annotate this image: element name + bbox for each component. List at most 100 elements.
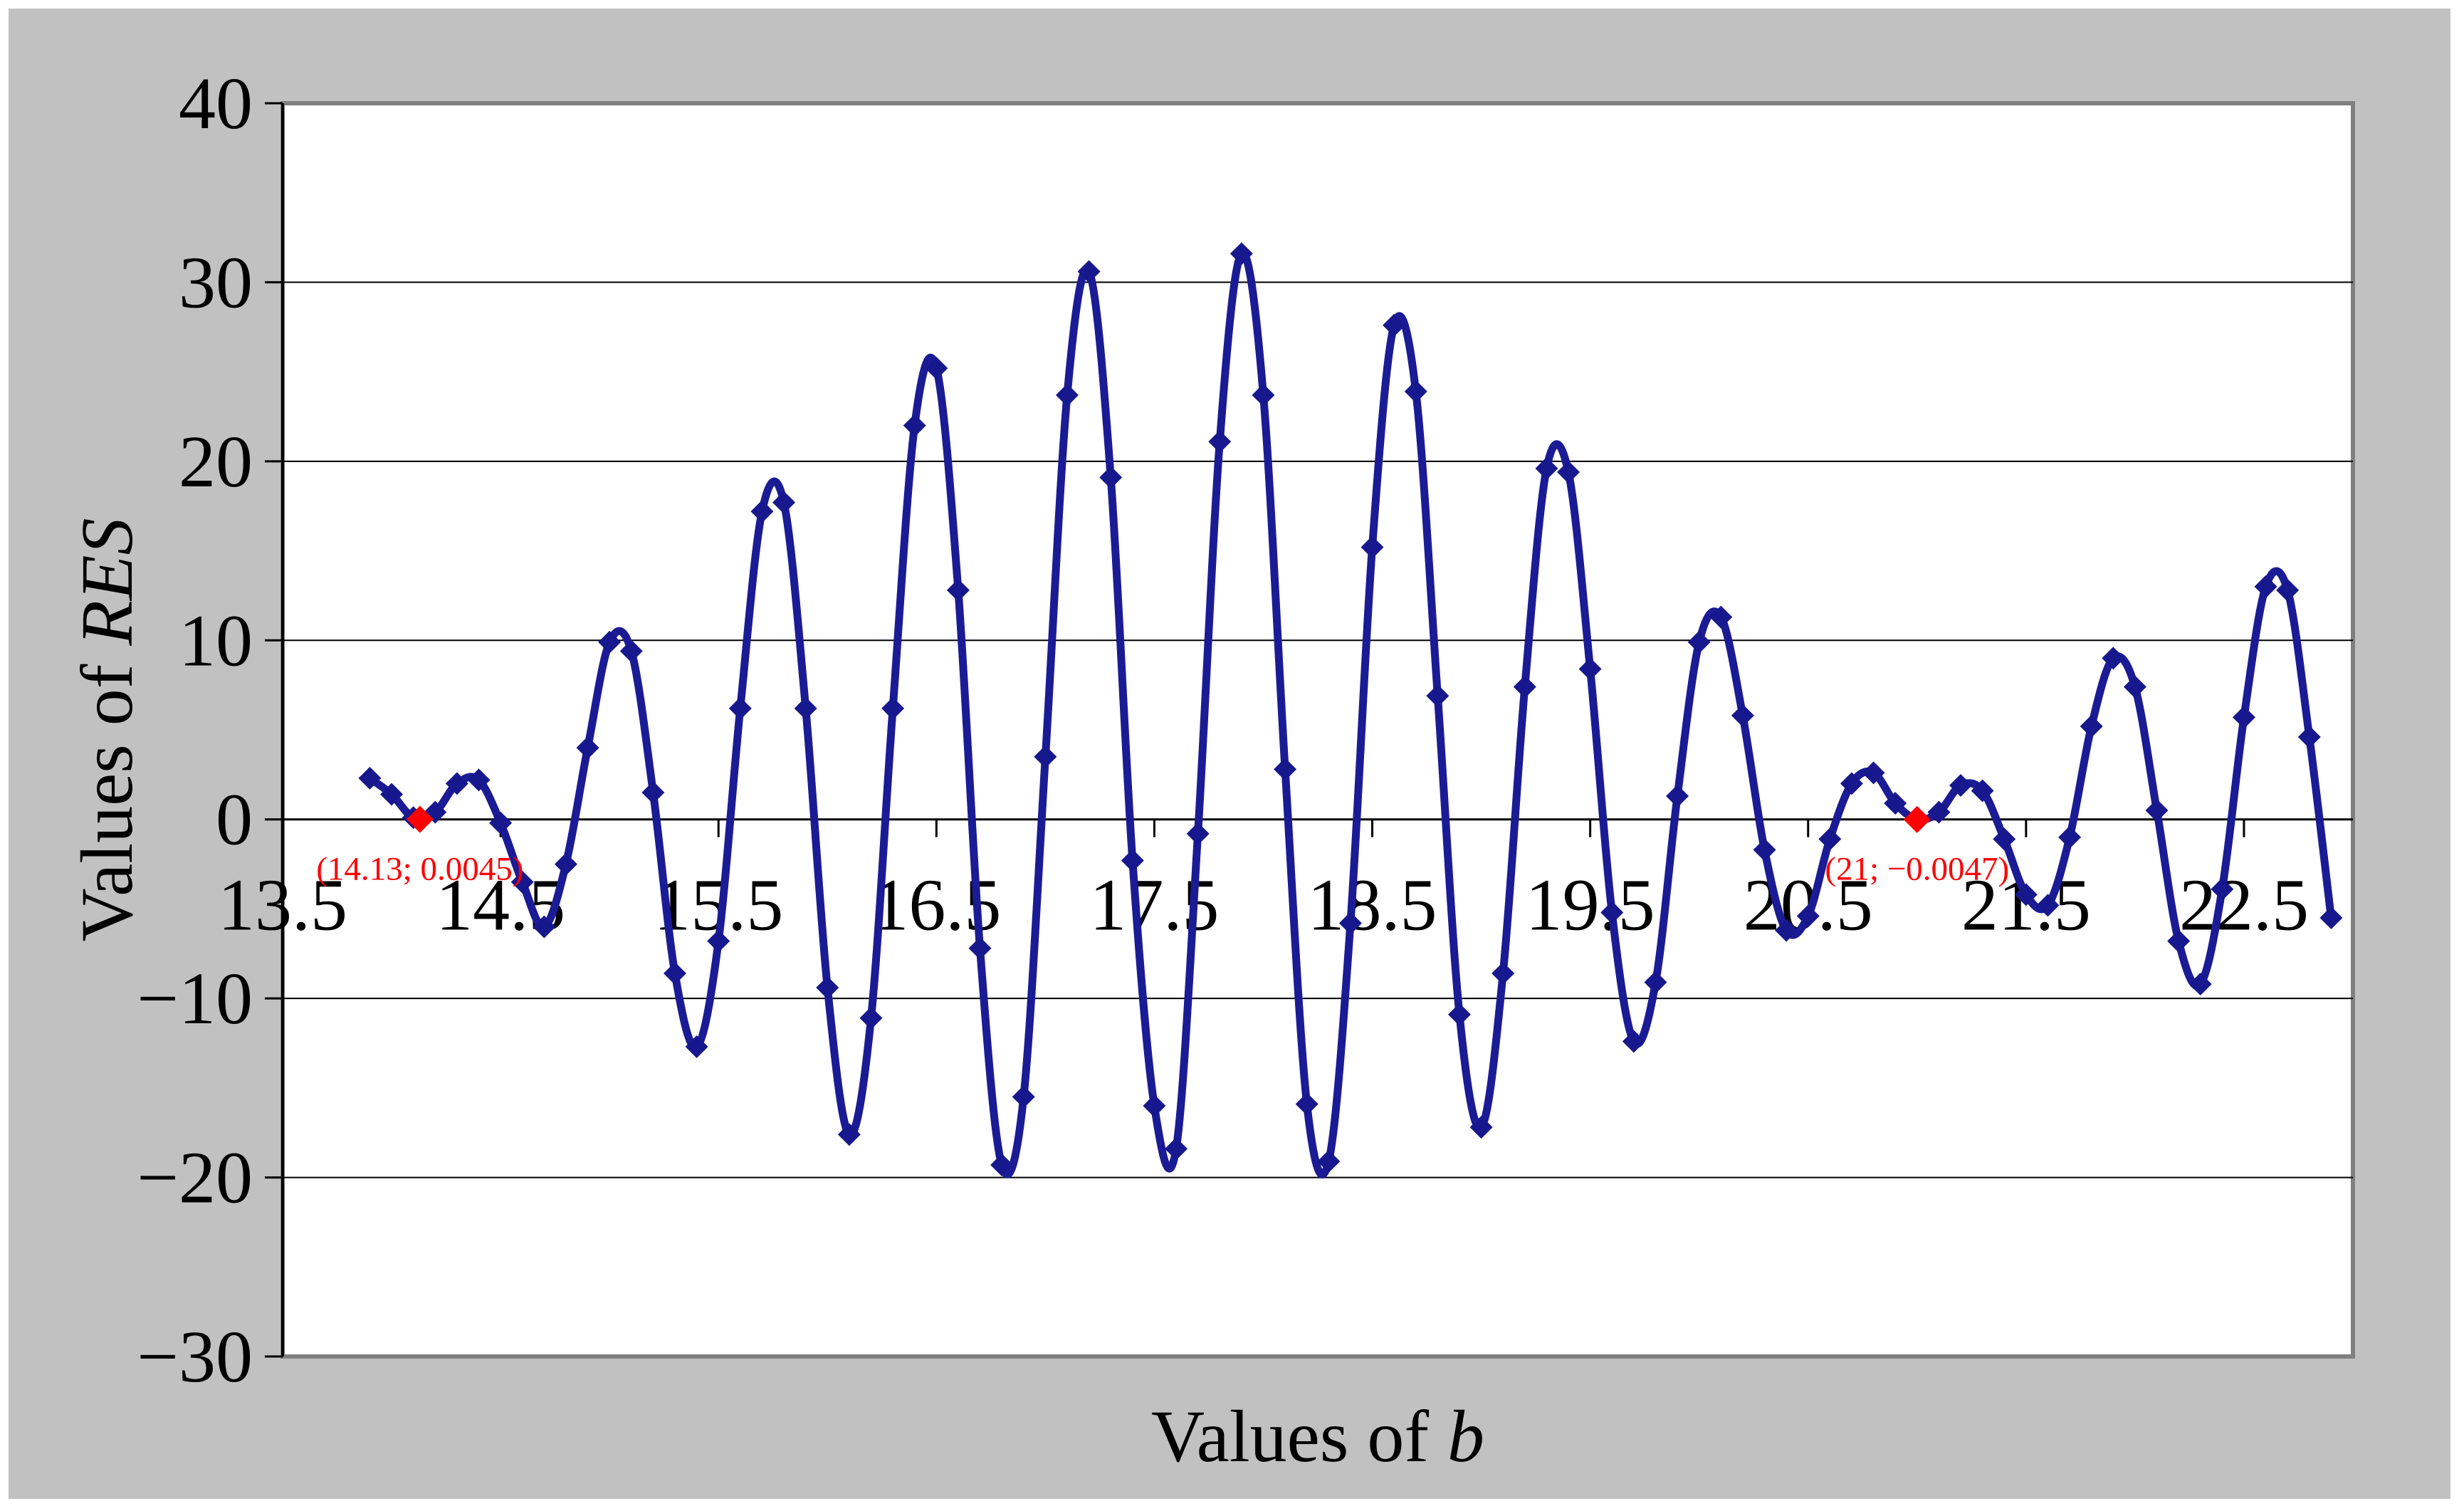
gridlines <box>283 281 2353 1178</box>
series-point-marker <box>1775 919 1798 942</box>
series-point-marker <box>968 936 992 960</box>
series-point-marker <box>598 630 622 654</box>
series-point-marker <box>1949 773 1973 797</box>
series-point-marker <box>1447 1003 1471 1026</box>
series-point-marker <box>2102 647 2125 670</box>
series-point-marker <box>1731 704 1754 727</box>
series-point-marker <box>2058 825 2082 849</box>
y-tick-label: 30 <box>179 241 253 323</box>
series-point-marker <box>1709 605 1733 629</box>
series-point-marker <box>2123 675 2146 699</box>
series-point-marker <box>881 696 905 720</box>
series-point-marker <box>1971 779 1994 802</box>
series-point-marker <box>1404 380 1427 403</box>
series-point-marker <box>358 766 382 790</box>
series-point-marker <box>1600 901 1624 924</box>
series-point-marker <box>2167 929 2191 953</box>
x-tick-label: 13.5 <box>218 864 347 946</box>
series-point-marker <box>1818 827 1842 851</box>
y-tick-label: 0 <box>216 779 253 861</box>
series-point-marker <box>2014 883 2038 906</box>
series-point-marker <box>1099 466 1123 489</box>
series-point-marker <box>925 357 948 380</box>
series-point-marker <box>489 811 513 835</box>
highlight-point-label: (21; −0.0047) <box>1825 851 2009 888</box>
series-point-marker <box>445 772 468 795</box>
series-point-marker <box>1578 657 1602 681</box>
series-point-marker <box>1426 684 1449 708</box>
series-point-marker <box>685 1035 708 1059</box>
series-point-marker <box>1361 535 1384 559</box>
series-point-marker <box>2188 973 2212 996</box>
series-point-marker <box>1077 260 1101 283</box>
series-point-marker <box>1513 675 1536 699</box>
series-markers <box>358 242 2343 1176</box>
series-point-marker <box>380 783 404 806</box>
x-tick-label: 22.5 <box>2179 864 2309 946</box>
highlight-point-marker <box>406 805 434 833</box>
plot-area <box>281 101 2355 1359</box>
series-point-marker <box>2254 575 2277 598</box>
y-tick-label: −30 <box>137 1316 253 1398</box>
highlight-points: (14.13; 0.0045) (21; −0.0047) <box>316 805 2009 888</box>
series-point-marker <box>1055 383 1079 407</box>
series-point-marker <box>1666 785 1689 808</box>
series-point-marker <box>1252 383 1275 407</box>
series-point-marker <box>707 929 730 953</box>
series-point-marker <box>1927 800 1951 824</box>
series-point-marker <box>750 500 774 523</box>
series-point-marker <box>1687 630 1711 654</box>
axes <box>265 102 2353 1358</box>
series-point-marker <box>619 639 643 663</box>
series-point-marker <box>990 1153 1014 1176</box>
series-point-marker <box>1557 460 1580 483</box>
highlight-point-label: (14.13; 0.0045) <box>316 851 523 888</box>
x-axis-title: Values of b <box>1151 1396 1484 1478</box>
series-point-marker <box>1274 758 1297 781</box>
series-point-marker <box>1840 772 1863 795</box>
series-point-marker <box>903 414 926 437</box>
series-point-marker <box>2297 726 2321 749</box>
series-point-marker <box>533 915 556 939</box>
series-point-marker <box>1535 456 1558 480</box>
series-point-marker <box>1993 827 2016 851</box>
series-point-marker <box>2232 706 2255 729</box>
series-point-marker <box>2036 894 2060 917</box>
series-point-marker <box>1469 1116 1493 1139</box>
series-point-marker <box>2276 578 2300 602</box>
series-point-marker <box>576 736 599 760</box>
series-point-marker <box>1230 242 1253 266</box>
series-point-marker <box>2080 714 2103 738</box>
series-point-marker <box>1491 961 1515 985</box>
series-point-marker <box>1034 745 1057 768</box>
series-point-marker <box>837 1123 861 1146</box>
series-point-marker <box>1317 1149 1341 1173</box>
series-point-marker <box>1383 313 1406 337</box>
series-point-marker <box>794 696 817 720</box>
series-point-marker <box>1622 1030 1645 1053</box>
series-point-marker <box>1796 904 1820 928</box>
series-point-marker <box>467 768 491 792</box>
y-axis-title: Values of RES <box>66 518 148 942</box>
series-point-marker <box>1753 838 1776 862</box>
series-point-marker <box>1338 911 1362 935</box>
series-point-marker <box>1862 761 1885 785</box>
series-point-marker <box>1884 792 1907 815</box>
series-point-marker <box>772 491 796 514</box>
series-point-marker <box>1165 1137 1188 1161</box>
y-tick-label: 40 <box>179 63 253 145</box>
series-point-marker <box>1208 430 1232 454</box>
series-point-marker <box>641 781 665 804</box>
series-point-marker <box>2211 877 2234 901</box>
x-tick-label: 17.5 <box>1089 864 1219 946</box>
series-point-marker <box>510 870 534 894</box>
series-point-marker <box>728 696 752 720</box>
series-point-marker <box>2319 906 2343 929</box>
series-point-marker <box>1295 1092 1318 1116</box>
y-tick-label: −10 <box>137 958 253 1040</box>
y-tick-label: 20 <box>179 421 253 503</box>
series-point-marker <box>816 976 839 1000</box>
